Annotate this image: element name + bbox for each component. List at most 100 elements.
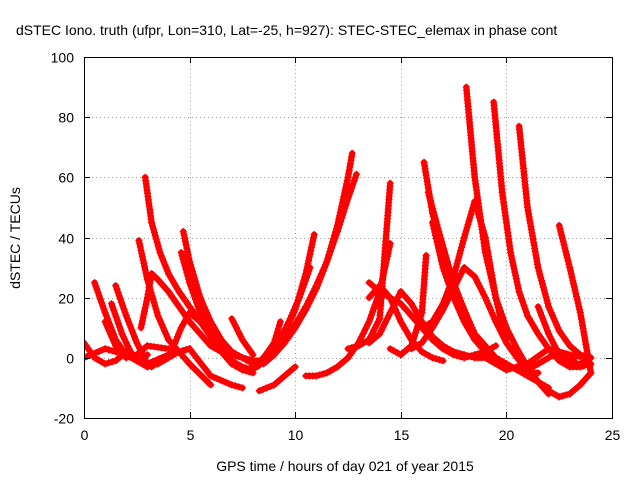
data-point-marker [536,270,544,278]
data-point-marker [471,351,479,359]
data-point-marker [429,222,437,230]
data-point-marker [188,285,196,293]
data-point-marker [300,280,308,288]
data-point-marker [431,214,439,222]
data-point-marker [464,353,472,361]
data-point-marker [553,321,561,329]
data-point-marker [436,356,443,364]
data-point-marker [184,251,192,259]
data-point-marker [386,309,394,317]
data-point-marker [459,267,467,275]
data-point-marker [280,327,288,335]
data-point-marker [172,336,180,344]
data-point-marker [126,321,134,329]
data-point-marker [273,328,281,336]
data-point-marker [452,263,460,271]
data-point-marker [171,339,179,347]
data-point-marker [380,321,388,329]
data-point-marker [379,324,387,332]
ticks [84,57,613,419]
data-point-marker [319,370,327,378]
data-point-marker [307,247,315,255]
data-point-marker [536,309,544,317]
data-point-marker [586,366,594,374]
data-point-marker [125,345,133,353]
data-point-marker [165,270,172,278]
data-point-marker [451,269,458,277]
data-point-marker [490,359,498,367]
data-point-marker [316,273,324,281]
data-point-marker [140,259,148,267]
data-point-marker [182,265,190,273]
data-point-marker [538,277,546,285]
data-point-marker [489,281,497,289]
data-point-marker [298,287,306,295]
data-point-marker [314,279,322,287]
data-point-marker [323,258,331,266]
data-point-marker [125,318,133,326]
data-point-marker [545,390,553,398]
data-point-marker [373,321,381,329]
data-point-marker [179,255,187,263]
data-point-marker [341,186,349,194]
data-point-marker [370,327,378,335]
data-point-marker [424,188,432,196]
data-point-marker [541,290,549,298]
data-point-marker [498,310,506,318]
data-point-marker [430,211,438,219]
data-point-marker [530,238,538,246]
data-point-marker [504,327,512,335]
data-point-marker [371,324,379,332]
data-point-marker [509,262,517,270]
data-point-marker [111,310,119,318]
series-line [408,264,594,400]
data-point-marker [386,345,394,353]
data-point-marker [188,264,195,272]
data-point-marker [319,267,327,275]
data-point-marker [104,324,112,332]
data-point-marker [362,324,370,332]
data-point-marker [433,238,441,246]
data-point-marker [173,285,181,293]
data-point-marker [92,349,100,357]
data-point-marker [320,264,328,272]
data-point-marker [450,285,458,293]
data-point-marker [229,318,237,326]
data-point-marker [364,321,372,329]
data-point-marker [307,244,315,251]
data-point-marker [133,339,141,347]
data-point-marker [162,264,170,272]
data-point-marker [150,225,157,233]
data-point-marker [184,312,192,320]
data-point-marker [460,318,468,326]
data-point-marker [425,192,433,200]
data-point-marker [95,292,103,300]
data-point-marker [190,292,198,300]
data-point-marker [429,219,436,226]
data-point-marker [303,300,311,308]
data-point-marker [437,254,445,262]
data-point-marker [128,327,136,335]
data-point-marker [496,327,504,335]
data-point-marker [135,237,143,244]
data-point-marker [150,361,158,369]
y-tick-label: 0 [66,351,74,367]
data-point-marker [388,306,396,314]
data-point-marker [105,327,113,335]
data-point-marker [512,275,520,283]
data-point-marker [305,297,313,305]
data-point-marker [451,297,459,305]
data-point-marker [517,364,524,372]
data-point-marker [155,315,163,323]
data-point-marker [338,214,346,222]
data-point-marker [179,321,187,329]
data-point-marker [411,332,418,340]
data-point-marker [575,302,583,310]
data-point-marker [502,324,510,332]
data-point-marker [160,258,168,266]
data-point-marker [306,250,314,258]
data-point-marker [270,339,278,347]
data-point-marker [438,260,446,268]
data-point-marker [105,346,113,354]
